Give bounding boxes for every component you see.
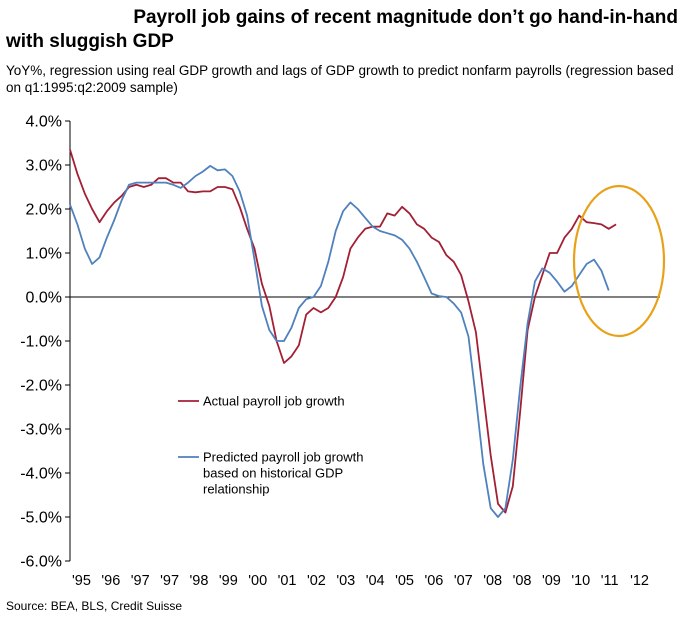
- chart-title: Payroll job gains of recent magnitude do…: [6, 6, 686, 54]
- y-tick-label: 1.0%: [26, 246, 62, 263]
- x-tick-label: '12: [630, 573, 649, 589]
- y-tick-label: -3.0%: [20, 422, 62, 439]
- y-tick-label: 0.0%: [26, 290, 62, 307]
- y-tick-label: 2.0%: [26, 202, 62, 219]
- x-tick-label: '01: [278, 573, 297, 589]
- title-line-1: Payroll job gains of recent magnitude do…: [133, 7, 678, 28]
- x-tick-label: '10: [571, 573, 590, 589]
- x-tick-label: '08: [513, 573, 532, 589]
- legend-label-predicted: relationship: [203, 482, 270, 497]
- legend-label-actual: Actual payroll job growth: [203, 394, 345, 409]
- y-tick-label: -4.0%: [20, 466, 62, 483]
- actual-series-line: [69, 149, 617, 514]
- source-note: Source: BEA, BLS, Credit Suisse: [6, 599, 183, 613]
- x-tick-label: '02: [307, 573, 326, 589]
- y-tick-label: -5.0%: [20, 510, 62, 527]
- chart-subtitle: YoY%, regression using real GDP growth a…: [6, 63, 674, 95]
- x-tick-label: '96: [101, 573, 120, 589]
- x-tick-label: '97: [160, 573, 179, 589]
- x-tick-label: '03: [336, 573, 355, 589]
- x-tick-label: '99: [219, 573, 238, 589]
- x-tick-label: '06: [424, 573, 443, 589]
- x-tick-label: '05: [395, 573, 414, 589]
- chart-legend: Actual payroll job growth Predicted payro…: [178, 394, 363, 497]
- chart-axes: 4.0% 3.0% 2.0% 1.0% 0.0% -1.0% -2.0% -3.0% -4.0%…: [20, 114, 660, 589]
- y-tick-label: -6.0%: [20, 554, 62, 571]
- chart-series: [69, 149, 617, 518]
- x-tick-label: '09: [542, 573, 561, 589]
- x-tick-label: '00: [248, 573, 267, 589]
- x-tick-label: '07: [454, 573, 473, 589]
- predicted-series-line: [69, 164, 610, 518]
- x-tick-label: '08: [483, 573, 502, 589]
- y-tick-label: -1.0%: [20, 334, 62, 351]
- y-tick-label: 3.0%: [26, 158, 62, 175]
- x-tick-label: '11: [601, 573, 619, 589]
- legend-label-predicted: Predicted payroll job growth: [203, 450, 363, 465]
- highlight-circle: [572, 184, 666, 338]
- x-tick-label: '95: [72, 573, 91, 589]
- title-line-2: with sluggish GDP: [6, 31, 174, 52]
- x-tick-label: '98: [189, 573, 208, 589]
- legend-label-predicted: based on historical GDP: [203, 466, 343, 481]
- y-tick-label: -2.0%: [20, 378, 62, 395]
- y-tick-label: 4.0%: [26, 114, 62, 131]
- x-tick-label: '04: [366, 573, 385, 589]
- x-tick-label: '97: [131, 573, 150, 589]
